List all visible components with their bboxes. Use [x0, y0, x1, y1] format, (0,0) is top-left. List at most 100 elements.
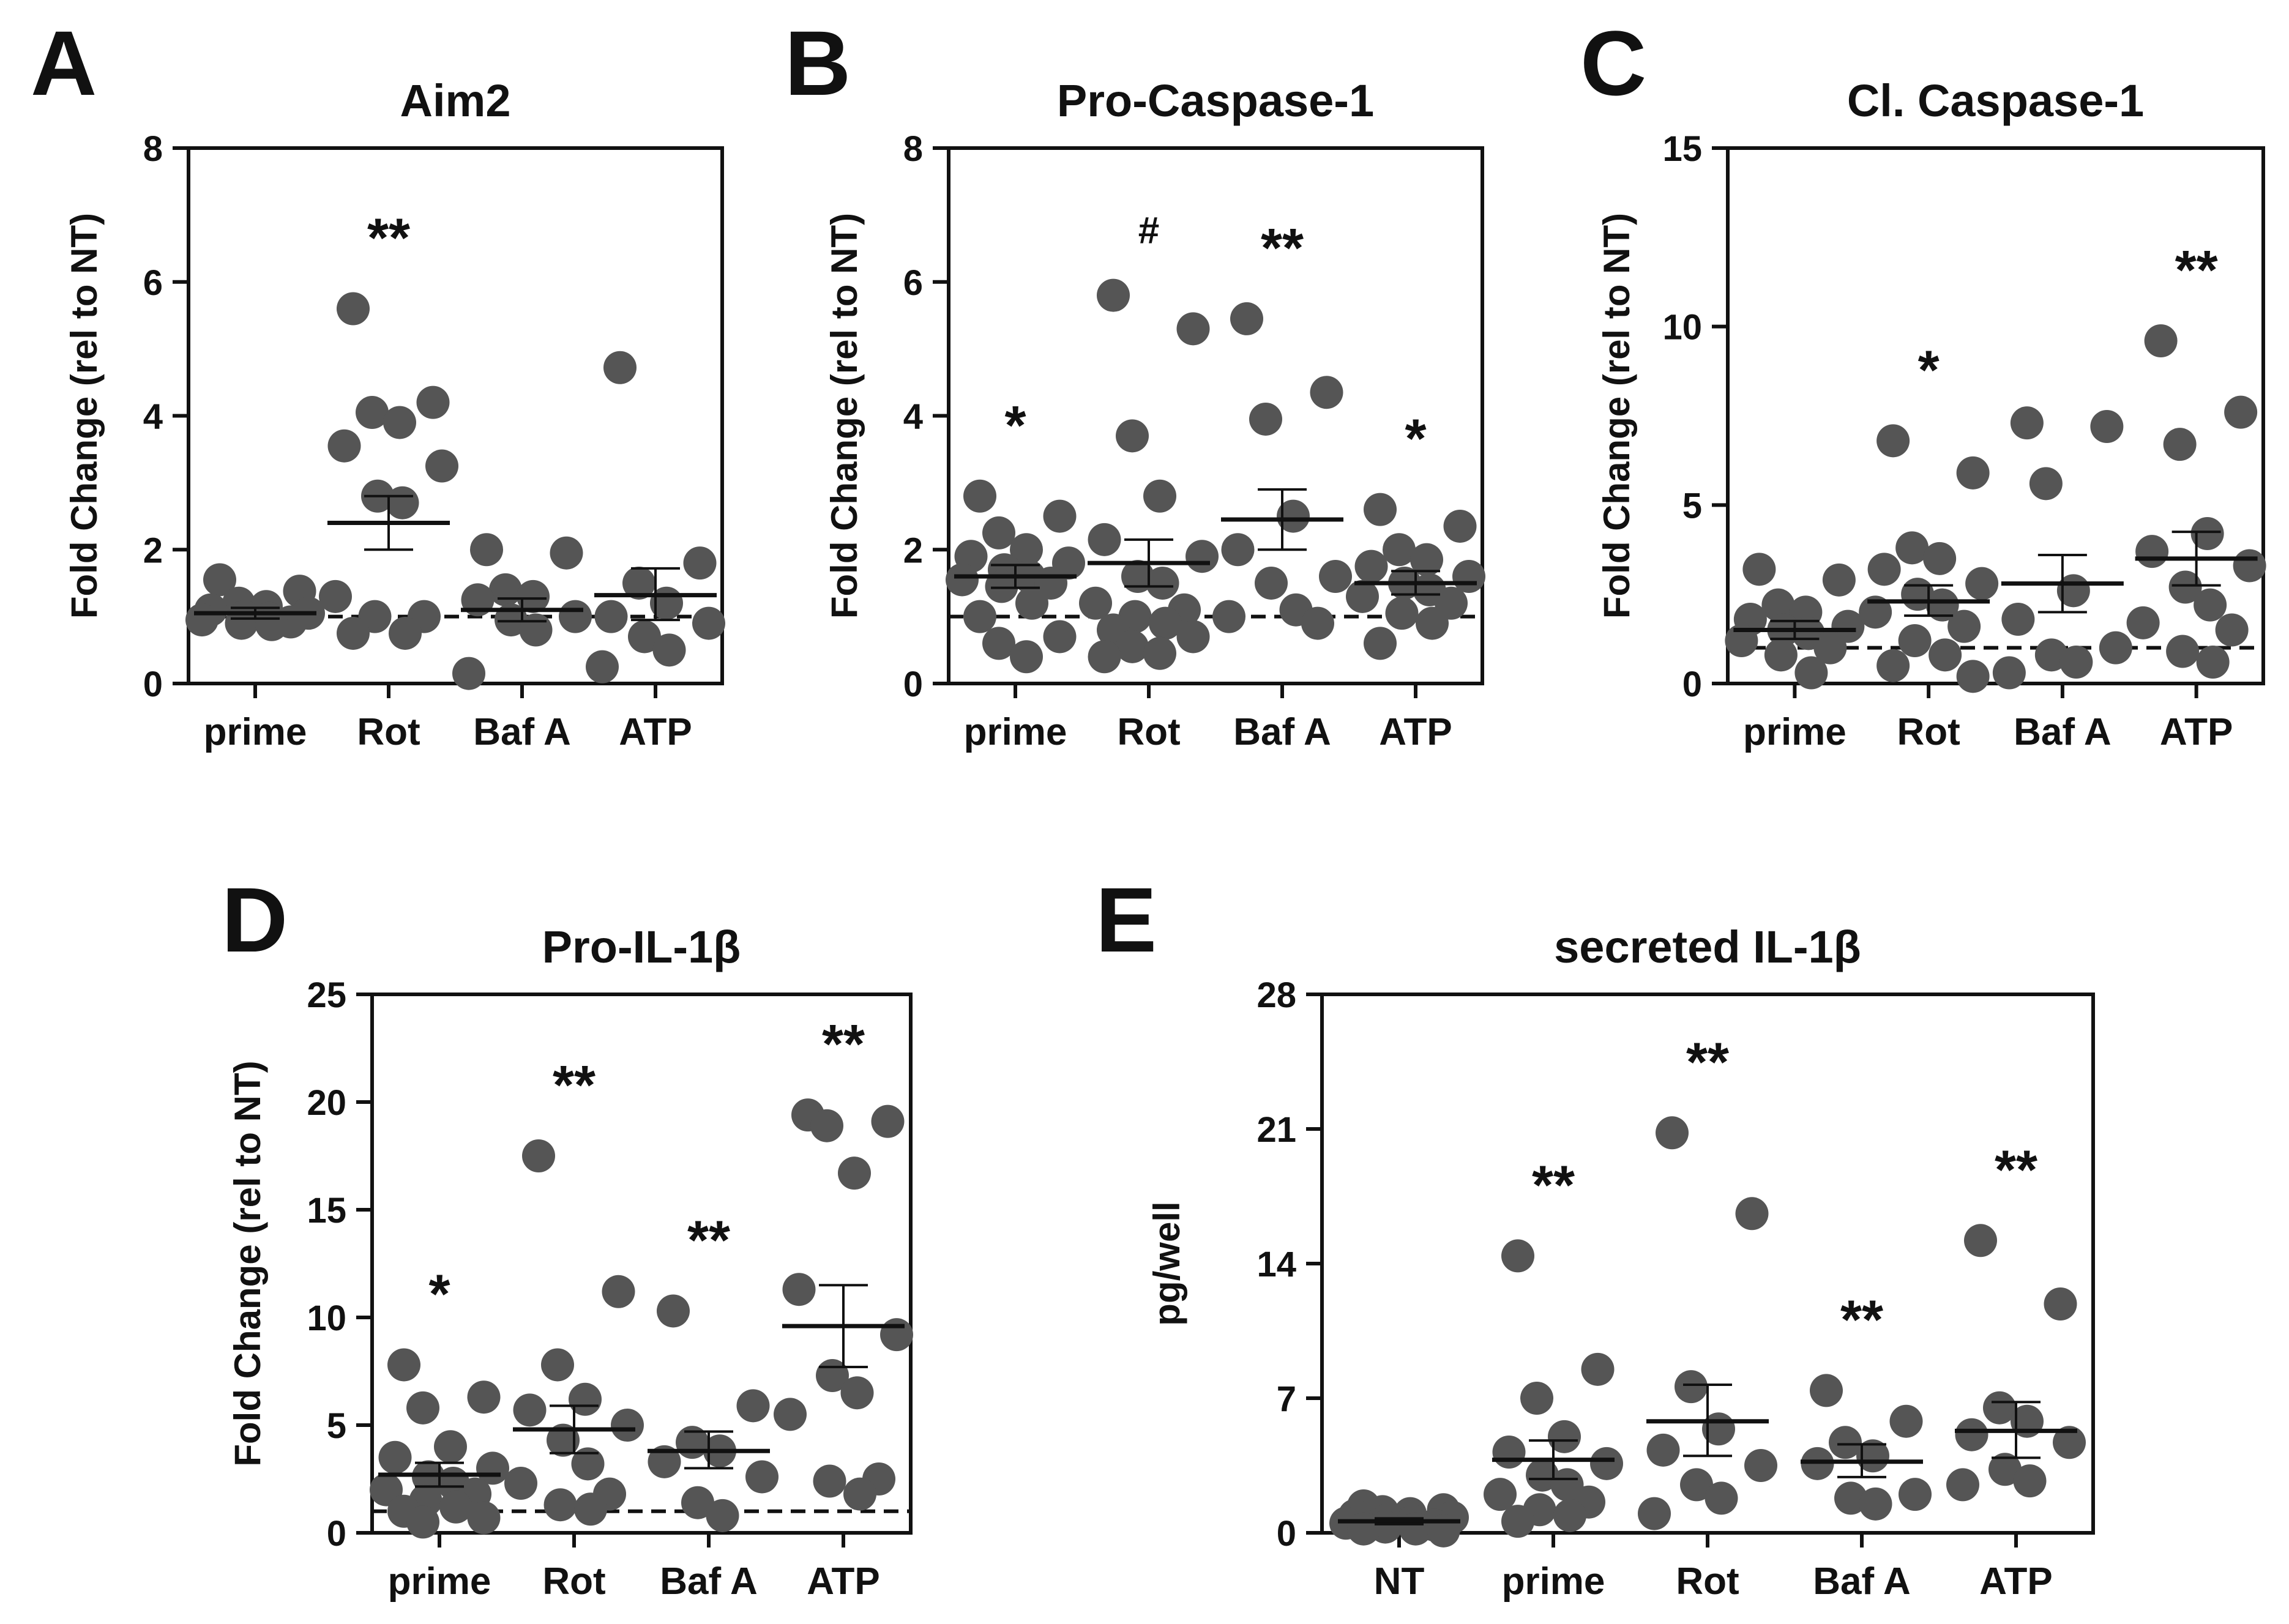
data-point	[1301, 606, 1334, 640]
data-point	[681, 1486, 714, 1519]
data-point	[1383, 533, 1416, 567]
data-point	[2166, 635, 2200, 668]
data-point	[387, 1348, 420, 1382]
x-tick-label-prime: prime	[964, 711, 1067, 753]
data-point	[652, 633, 686, 667]
data-point	[1319, 560, 1352, 593]
y-tick-label: 10	[1662, 308, 1702, 348]
data-point	[547, 1423, 580, 1457]
y-tick-label: 20	[307, 1083, 346, 1123]
significance-label: *	[1918, 340, 1940, 401]
data-point	[2010, 406, 2044, 440]
y-tick-label: 2	[143, 531, 163, 570]
x-tick-label-baf-a: Baf A	[1813, 1560, 1911, 1603]
x-tick-label-atp: ATP	[619, 711, 692, 753]
data-point	[434, 1430, 467, 1464]
data-point	[2196, 646, 2230, 679]
data-point	[203, 563, 236, 597]
data-point	[602, 1275, 635, 1308]
data-point	[1097, 278, 1130, 312]
x-tick-label-baf-a: Baf A	[1233, 711, 1331, 753]
y-axis-label: Fold Change (rel to NT)	[64, 213, 105, 619]
data-point	[1186, 540, 1219, 573]
data-point	[389, 616, 422, 650]
chart-title: Cl. Caspase-1	[1847, 75, 2144, 126]
y-tick-label: 15	[307, 1191, 346, 1231]
data-point	[1255, 566, 1288, 600]
data-point	[255, 608, 288, 641]
data-point	[1176, 620, 1210, 654]
data-point	[1249, 402, 1282, 436]
significance-label: **	[553, 1055, 596, 1116]
data-point	[2044, 1287, 2077, 1320]
data-point	[622, 566, 655, 600]
data-point	[1116, 630, 1149, 663]
data-point	[1484, 1478, 1517, 1511]
group-atp	[586, 351, 725, 683]
data-point	[1364, 493, 1397, 526]
data-point	[2099, 631, 2132, 665]
data-point	[1955, 1418, 1988, 1451]
data-point	[1149, 606, 1182, 640]
y-tick-label: 2	[903, 531, 923, 570]
data-point	[1015, 586, 1048, 620]
y-tick-label: 7	[1277, 1379, 1296, 1419]
data-point	[1859, 1487, 1892, 1521]
data-point	[1859, 595, 1892, 629]
group-atp: **	[774, 1014, 913, 1511]
data-point	[467, 1380, 501, 1414]
y-tick-label: 0	[1277, 1514, 1296, 1554]
data-point	[1898, 624, 1932, 657]
data-point	[569, 1382, 602, 1416]
significance-label: **	[1686, 1032, 1729, 1093]
group-baf-a: **	[1801, 1289, 1932, 1521]
data-point	[1043, 620, 1077, 654]
data-point	[1656, 1116, 1689, 1150]
data-point	[1834, 1481, 1867, 1515]
data-point	[1553, 1499, 1586, 1532]
y-tick-label: 0	[143, 665, 163, 704]
data-point	[1964, 1224, 1997, 1257]
data-point	[683, 546, 717, 580]
data-point	[504, 1467, 537, 1500]
data-point	[1088, 640, 1121, 674]
group-rot: **	[319, 208, 458, 650]
data-point	[519, 613, 553, 647]
data-point	[2135, 535, 2169, 568]
data-point	[467, 1501, 501, 1535]
x-tick-label-rot: Rot	[1676, 1560, 1739, 1603]
data-point	[1116, 419, 1149, 453]
data-point	[541, 1348, 574, 1382]
data-point	[543, 1488, 577, 1522]
group-prime: *	[946, 395, 1085, 674]
data-point	[586, 650, 619, 683]
data-point	[1829, 1426, 1862, 1459]
data-point	[838, 1157, 871, 1190]
y-axis-label: pg/well	[1146, 1201, 1187, 1325]
y-tick-label: 28	[1257, 975, 1296, 1015]
data-point	[1929, 638, 1962, 672]
data-point	[2090, 410, 2124, 443]
data-point	[2215, 613, 2249, 647]
plot-frame	[370, 993, 913, 1535]
significance-label: **	[367, 208, 410, 269]
data-point	[1176, 312, 1210, 346]
group-atp: **	[2126, 240, 2266, 679]
data-point	[1230, 302, 1263, 335]
y-tick-label: 5	[1682, 486, 1702, 526]
data-point	[1983, 1391, 2016, 1425]
significance-label: *	[428, 1264, 450, 1325]
data-point	[1735, 1197, 1769, 1231]
data-point	[745, 1460, 779, 1494]
data-point	[1346, 579, 1379, 613]
data-point	[2168, 570, 2202, 604]
panel-letter: E	[1096, 868, 1157, 971]
group-rot: *	[1859, 340, 1999, 693]
data-point	[327, 429, 361, 463]
data-point	[2013, 1464, 2047, 1498]
x-tick-label-prime: prime	[204, 711, 307, 753]
data-point	[1526, 1458, 1559, 1492]
data-point	[425, 449, 458, 483]
data-point	[1867, 553, 1901, 586]
y-tick-label: 6	[143, 263, 163, 303]
